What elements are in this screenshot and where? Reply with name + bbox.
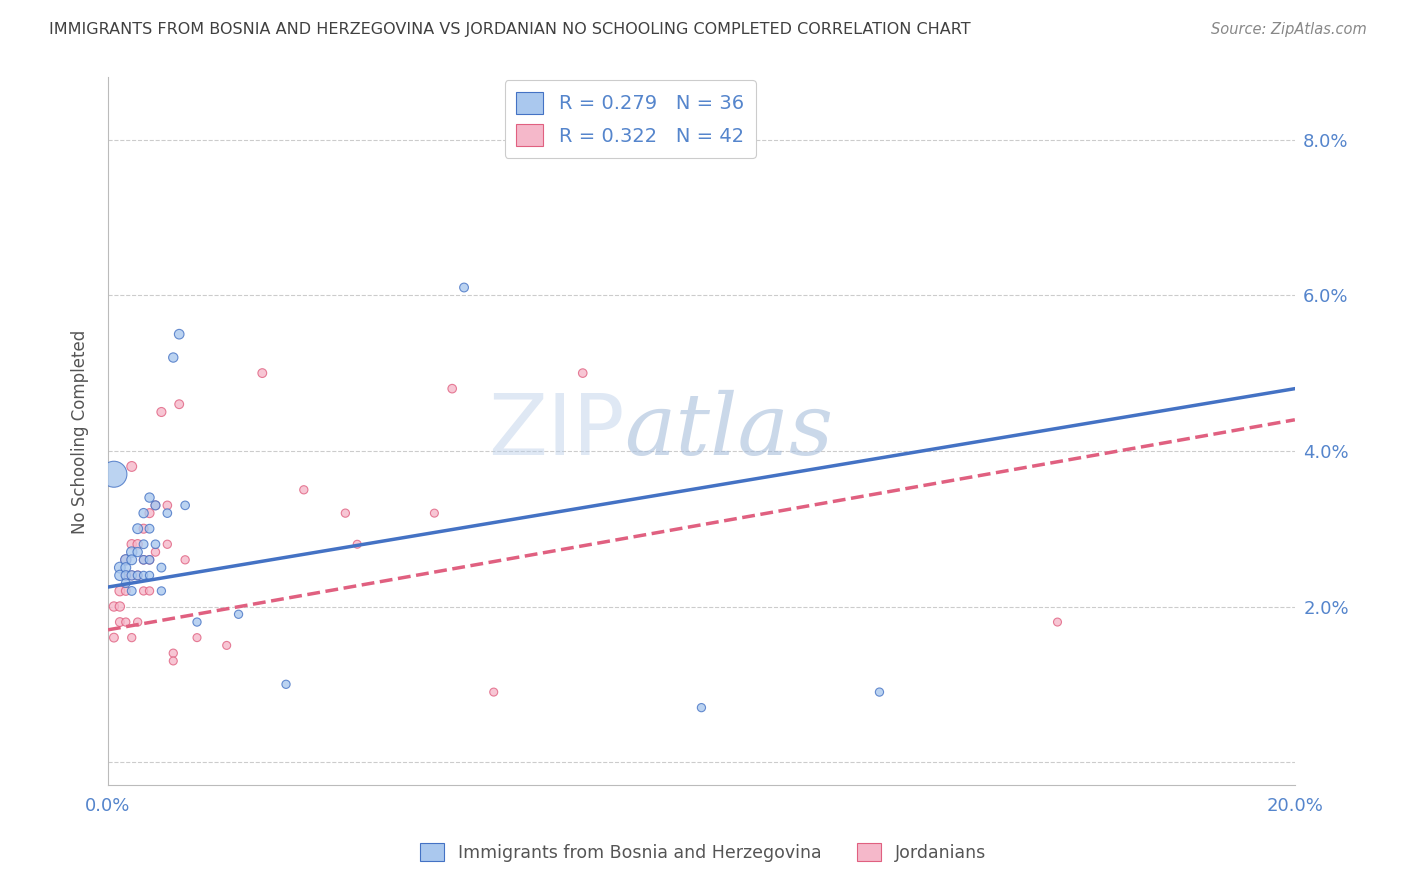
Point (114, 583, 136, 598)
Point (121, 553, 143, 567)
Point (132, 553, 155, 567)
Point (167, 327, 190, 342)
Point (174, 553, 197, 567)
Point (103, 467, 125, 482)
Point (127, 522, 149, 536)
Point (174, 499, 197, 513)
Point (121, 631, 143, 645)
Point (145, 499, 167, 513)
Point (571, 366, 593, 380)
Point (162, 646, 184, 660)
Point (138, 522, 160, 536)
Point (138, 491, 160, 505)
Point (121, 583, 143, 598)
Text: IMMIGRANTS FROM BOSNIA AND HERZEGOVINA VS JORDANIAN NO SCHOOLING COMPLETED CORRE: IMMIGRANTS FROM BOSNIA AND HERZEGOVINA V… (49, 22, 970, 37)
Point (156, 537, 179, 551)
Point (453, 280, 475, 294)
Point (252, 366, 274, 380)
Point (132, 568, 155, 582)
Point (156, 499, 179, 513)
Point (114, 576, 136, 591)
Point (103, 631, 125, 645)
Point (108, 599, 131, 614)
Point (132, 537, 155, 551)
Point (186, 615, 208, 629)
Point (114, 568, 136, 582)
Point (145, 545, 167, 559)
Point (138, 583, 160, 598)
Point (108, 615, 131, 629)
Point (162, 654, 184, 668)
Point (108, 583, 131, 598)
Point (346, 537, 368, 551)
Point (215, 639, 238, 653)
Point (274, 677, 297, 691)
Text: Source: ZipAtlas.com: Source: ZipAtlas.com (1211, 22, 1367, 37)
Point (138, 553, 160, 567)
Point (114, 615, 136, 629)
Point (186, 631, 208, 645)
Point (132, 522, 155, 536)
Point (482, 685, 505, 699)
Point (138, 506, 160, 520)
Point (108, 568, 131, 582)
Point (1046, 615, 1069, 629)
Point (150, 560, 173, 574)
Point (121, 568, 143, 582)
Point (132, 553, 155, 567)
Point (228, 607, 250, 622)
Point (138, 568, 160, 582)
Point (335, 506, 357, 520)
Point (162, 351, 184, 365)
Point (127, 537, 149, 551)
Point (121, 459, 143, 474)
Text: ZIP: ZIP (488, 390, 624, 473)
Point (108, 560, 131, 574)
Point (114, 568, 136, 582)
Point (121, 568, 143, 582)
Point (690, 700, 713, 714)
Point (150, 583, 173, 598)
Point (132, 583, 155, 598)
Point (132, 506, 155, 520)
Point (114, 553, 136, 567)
Point (114, 553, 136, 567)
Point (138, 553, 160, 567)
Point (423, 506, 446, 520)
Point (121, 545, 143, 559)
Y-axis label: No Schooling Completed: No Schooling Completed (72, 329, 89, 533)
Point (869, 685, 891, 699)
Legend: R = 0.279   N = 36, R = 0.322   N = 42: R = 0.279 N = 36, R = 0.322 N = 42 (505, 80, 756, 158)
Point (145, 499, 167, 513)
Point (145, 537, 167, 551)
Point (121, 537, 143, 551)
Point (292, 483, 315, 497)
Point (127, 568, 149, 582)
Point (127, 615, 149, 629)
Point (127, 545, 149, 559)
Point (167, 397, 190, 411)
Point (103, 599, 125, 614)
Point (441, 382, 464, 396)
Text: atlas: atlas (624, 390, 834, 473)
Legend: Immigrants from Bosnia and Herzegovina, Jordanians: Immigrants from Bosnia and Herzegovina, … (409, 833, 997, 872)
Point (150, 405, 173, 419)
Point (156, 506, 179, 520)
Point (127, 568, 149, 582)
Point (114, 560, 136, 574)
